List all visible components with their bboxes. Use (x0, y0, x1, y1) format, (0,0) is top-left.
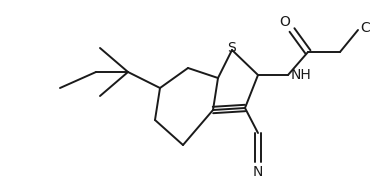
Text: Cl: Cl (360, 21, 370, 35)
Text: NH: NH (291, 68, 312, 82)
Text: O: O (279, 15, 290, 29)
Text: S: S (228, 41, 236, 55)
Text: N: N (253, 165, 263, 179)
